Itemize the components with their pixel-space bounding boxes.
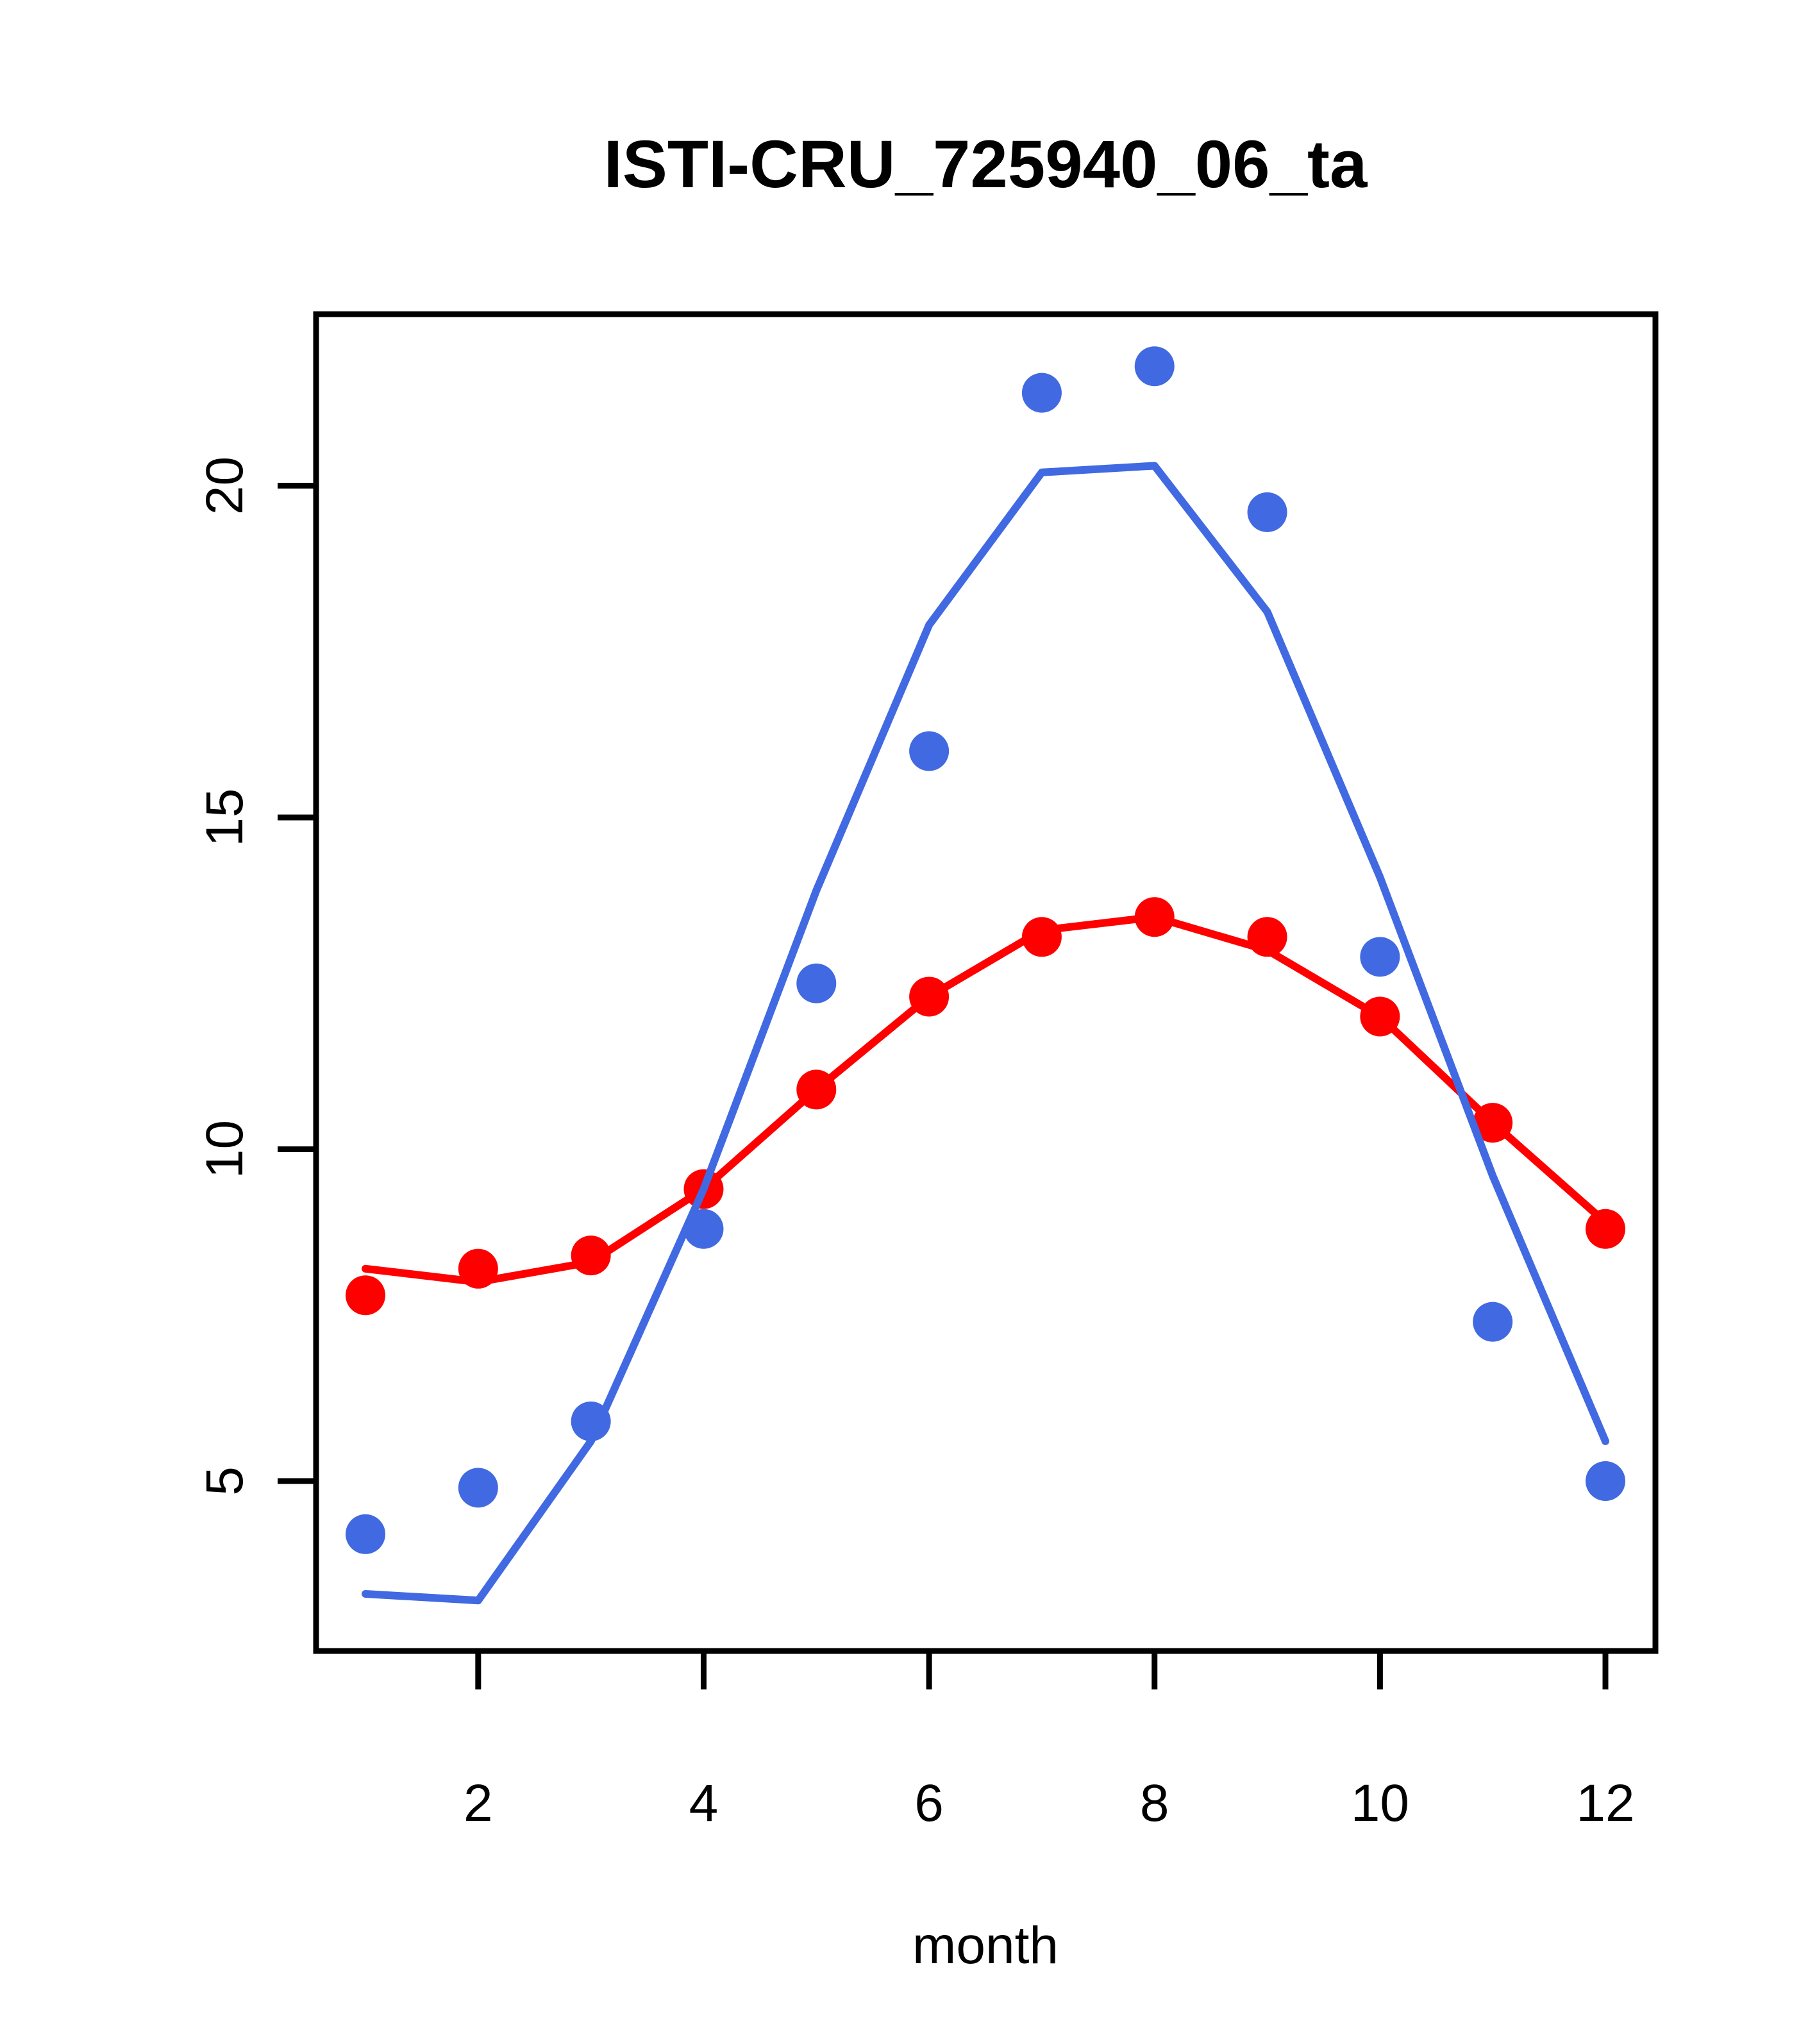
red-points-marker <box>1473 1103 1513 1143</box>
x-axis-ticks: 2 4 6 8 10 12 <box>464 1651 1635 1832</box>
y-tick-label: 15 <box>196 788 254 846</box>
blue-points-marker <box>683 1209 724 1249</box>
red-line <box>362 913 1610 1286</box>
red-points-marker <box>1586 1209 1626 1249</box>
red-points-marker <box>1134 897 1175 937</box>
blue-points-marker <box>346 1514 385 1554</box>
red-points-marker <box>796 1069 837 1110</box>
y-axis-ticks: 5 10 15 20 <box>196 457 316 1496</box>
blue-points-marker <box>1134 346 1175 387</box>
blue-points-marker <box>458 1468 498 1508</box>
red-points-marker <box>1247 917 1287 957</box>
x-tick-label: 10 <box>1351 1774 1409 1832</box>
blue-points-marker <box>1247 492 1287 532</box>
blue-points-marker <box>796 963 837 1003</box>
red-points-marker <box>1021 917 1062 957</box>
x-tick-label: 4 <box>689 1774 719 1832</box>
series-layer <box>346 346 1626 1605</box>
y-tick-label: 10 <box>196 1120 254 1178</box>
x-tick-label: 8 <box>1140 1774 1169 1832</box>
plot-box <box>313 311 1659 1654</box>
red-points-marker <box>1360 996 1400 1037</box>
chart-title: ISTI-CRU_725940_06_ta <box>604 127 1368 202</box>
blue-points-marker <box>1360 937 1400 977</box>
blue-points-marker <box>1586 1461 1626 1501</box>
red-points-marker <box>458 1248 498 1289</box>
y-tick-label: 5 <box>196 1466 254 1496</box>
blue-points-marker <box>571 1401 611 1441</box>
x-tick-label: 6 <box>914 1774 944 1832</box>
red-points-marker <box>909 976 950 1017</box>
blue-points-marker <box>1473 1302 1513 1342</box>
blue-points <box>346 346 1626 1554</box>
x-tick-label: 12 <box>1576 1774 1634 1832</box>
red-points-marker <box>346 1275 385 1316</box>
blue-points-marker <box>1021 373 1062 413</box>
blue-points-marker <box>909 731 950 771</box>
x-tick-label: 2 <box>464 1774 493 1832</box>
y-tick-label: 20 <box>196 457 254 515</box>
red-points-marker <box>571 1236 611 1276</box>
blue-line <box>362 462 1610 1605</box>
red-points <box>346 897 1626 1316</box>
x-axis-title: month <box>912 1916 1059 1975</box>
